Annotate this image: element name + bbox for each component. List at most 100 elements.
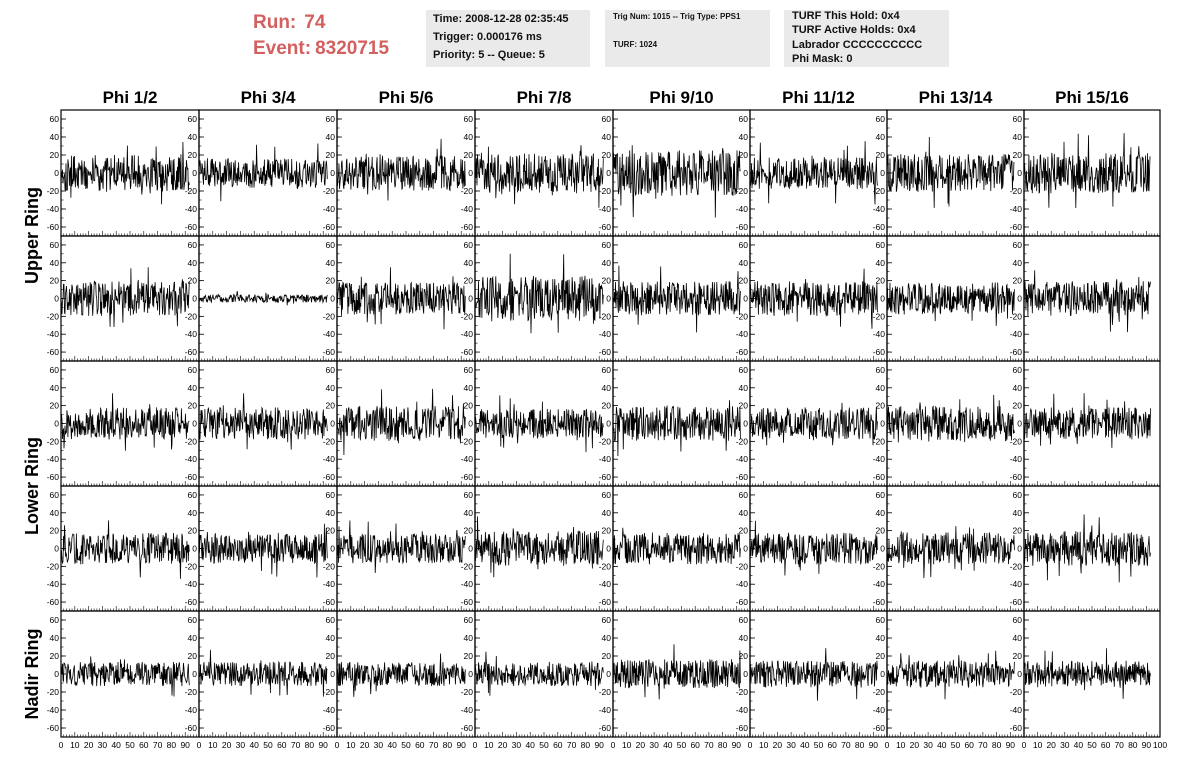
y-tick-label: -40 (47, 579, 60, 589)
y-tick-label: -40 (185, 329, 198, 339)
y-tick-label: 40 (876, 132, 886, 142)
waveform-panel: -60 -40 -20 0 20 40 60 (599, 610, 751, 738)
y-tick-label: 0 (192, 669, 197, 679)
y-tick-label: -20 (873, 311, 886, 321)
waveform-trace (198, 523, 328, 578)
waveform-panel: -60 -40 -20 0 20 40 60 (461, 235, 614, 362)
y-tick-label: 20 (188, 401, 198, 411)
x-tick-label: 10 (896, 740, 906, 750)
y-tick-label: -40 (599, 454, 612, 464)
y-tick-label: -40 (873, 329, 886, 339)
y-tick-label: 60 (50, 240, 60, 250)
y-tick-label: -40 (323, 705, 336, 715)
waveform-trace (886, 136, 1015, 208)
y-tick-label: -20 (1010, 561, 1023, 571)
y-tick-label: -20 (873, 186, 886, 196)
waveform-trace (1023, 648, 1151, 699)
y-tick-label: -60 (323, 723, 336, 733)
y-tick-label: 20 (326, 276, 336, 286)
y-tick-label: 20 (1013, 526, 1023, 536)
y-tick-label: -20 (323, 687, 336, 697)
y-tick-label: 40 (1013, 383, 1023, 393)
y-tick-label: -60 (185, 597, 198, 607)
x-tick-label: 60 (690, 740, 700, 750)
waveform-panel: -60 -40 -20 0 20 40 60 (323, 235, 476, 362)
y-tick-label: 40 (188, 258, 198, 268)
y-tick-label: 0 (743, 669, 748, 679)
x-tick-label: 80 (305, 740, 315, 750)
y-tick-label: 40 (876, 258, 886, 268)
y-tick-label: -60 (47, 597, 60, 607)
y-tick-label: -60 (1010, 597, 1023, 607)
y-tick-label: -20 (47, 561, 60, 571)
y-tick-label: 20 (50, 276, 60, 286)
y-tick-label: 20 (876, 150, 886, 160)
x-tick-label: 50 (263, 740, 273, 750)
x-tick-label: 40 (387, 740, 397, 750)
x-tick-label: 10 (208, 740, 218, 750)
x-tick-label: 70 (567, 740, 577, 750)
y-tick-label: -20 (461, 561, 474, 571)
x-tick-label: 0 (59, 740, 64, 750)
y-tick-label: 20 (739, 651, 749, 661)
x-tick-label: 70 (291, 740, 301, 750)
waveform-panel: -60 -40 -20 0 20 40 60 (47, 109, 200, 237)
y-tick-label: 60 (464, 490, 474, 500)
y-tick-label: -40 (873, 705, 886, 715)
x-tick-label: 40 (1074, 740, 1084, 750)
y-tick-label: -60 (1010, 723, 1023, 733)
column-title: Phi 13/14 (919, 88, 993, 107)
y-tick-label: -60 (461, 723, 474, 733)
y-tick-label: -20 (323, 311, 336, 321)
x-tick-label: 20 (498, 740, 508, 750)
waveform-trace (336, 138, 466, 201)
y-tick-label: -60 (185, 723, 198, 733)
y-tick-label: 20 (876, 401, 886, 411)
y-tick-label: 0 (1017, 294, 1022, 304)
x-tick-label: 60 (964, 740, 974, 750)
x-tick-label: 20 (222, 740, 232, 750)
y-tick-label: 20 (602, 401, 612, 411)
waveform-trace (886, 526, 1015, 579)
y-tick-label: 0 (330, 669, 335, 679)
y-tick-label: 60 (1013, 240, 1023, 250)
y-tick-label: 40 (739, 132, 749, 142)
waveform-trace (612, 145, 741, 218)
waveform-panel: -60 -40 -20 0 20 40 60 (47, 360, 200, 487)
waveform-panel: -60 -40 -20 0 20 40 60 (1010, 109, 1161, 237)
y-tick-label: -20 (599, 561, 612, 571)
y-tick-label: 40 (50, 132, 60, 142)
y-tick-label: -40 (47, 705, 60, 715)
y-tick-label: 60 (464, 114, 474, 124)
y-tick-label: -60 (461, 472, 474, 482)
y-tick-label: 0 (743, 168, 748, 178)
trigger-info-box: Trig Num: 1015 -- Trig Type: PPS1 TURF: … (605, 10, 770, 67)
y-tick-label: 20 (739, 276, 749, 286)
y-tick-label: -40 (873, 579, 886, 589)
y-tick-label: -40 (185, 579, 198, 589)
waveform-panel: -60 -40 -20 0 20 40 60 (461, 360, 614, 487)
x-tick-label: 40 (800, 740, 810, 750)
y-tick-label: -20 (461, 687, 474, 697)
y-tick-label: -60 (323, 597, 336, 607)
column-title: Phi 3/4 (241, 88, 296, 107)
x-tick-label: 20 (1046, 740, 1056, 750)
y-tick-label: 0 (606, 669, 611, 679)
y-tick-label: -20 (736, 186, 749, 196)
y-tick-label: 60 (188, 615, 198, 625)
waveform-trace (474, 651, 604, 696)
waveform-panel: -60 -40 -20 0 20 40 60 (873, 235, 1025, 362)
waveform-panel: -60 -40 -20 0 20 40 60 (736, 610, 888, 738)
run-label: Run: (253, 12, 297, 33)
y-tick-label: -40 (736, 329, 749, 339)
waveform-panel: -60 -40 -20 0 20 40 60 (599, 360, 751, 487)
y-tick-label: 60 (464, 615, 474, 625)
y-tick-label: 0 (330, 544, 335, 554)
y-tick-label: -60 (323, 347, 336, 357)
y-tick-label: 60 (876, 365, 886, 375)
x-tick-label: 30 (374, 740, 384, 750)
y-tick-label: -40 (736, 579, 749, 589)
y-tick-label: 0 (468, 669, 473, 679)
y-tick-label: 40 (1013, 508, 1023, 518)
y-tick-label: -20 (736, 436, 749, 446)
